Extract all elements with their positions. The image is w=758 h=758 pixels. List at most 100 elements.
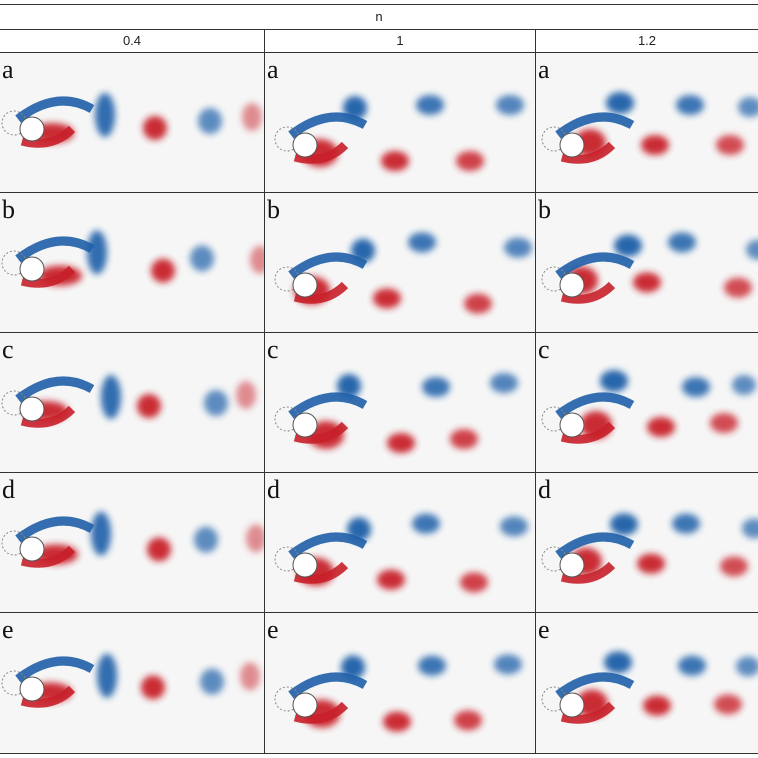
positive-vortex xyxy=(720,556,748,577)
vorticity-panel: a xyxy=(265,53,535,192)
shear-layer-upper xyxy=(288,532,368,559)
shear-layer-lower xyxy=(20,265,76,288)
cylinder xyxy=(292,552,318,578)
shear-layer-upper xyxy=(15,656,95,683)
cylinder xyxy=(292,132,318,158)
positive-vortex xyxy=(137,394,161,418)
positive-vortex xyxy=(240,662,260,691)
row-divider xyxy=(0,332,758,333)
vorticity-field xyxy=(274,95,524,171)
cylinder xyxy=(292,412,318,438)
panel-label: d xyxy=(267,475,280,504)
positive-vortex xyxy=(387,433,415,453)
positive-vortex xyxy=(236,381,256,409)
cylinder xyxy=(559,412,585,438)
vorticity-field xyxy=(541,651,758,724)
vorticity-panel: e xyxy=(265,613,535,753)
shear-layer-upper xyxy=(288,672,368,699)
row-divider xyxy=(0,192,758,193)
shear-layer-upper xyxy=(15,96,95,123)
row-divider xyxy=(0,753,758,754)
negative-vortex xyxy=(416,95,444,115)
negative-vortex xyxy=(610,513,638,536)
panel-label: e xyxy=(267,615,279,644)
positive-vortex xyxy=(724,277,752,298)
vorticity-field xyxy=(274,232,532,314)
panel-label: a xyxy=(2,55,14,84)
shear-layer-upper xyxy=(555,112,635,139)
vorticity-field xyxy=(541,513,758,584)
positive-vortex xyxy=(381,151,409,171)
vorticity-panel: b xyxy=(265,193,535,332)
positive-vortex xyxy=(637,553,665,574)
cylinder xyxy=(19,116,45,142)
panel-label: d xyxy=(538,475,551,504)
shear-layer-upper xyxy=(15,376,95,403)
vorticity-panel: d xyxy=(0,473,264,612)
panel-label: b xyxy=(267,195,280,224)
positive-vortex xyxy=(143,116,167,140)
vorticity-panel: a xyxy=(536,53,758,192)
shear-layer-lower xyxy=(560,561,616,584)
cylinder xyxy=(559,552,585,578)
shear-layer-upper xyxy=(555,252,635,279)
vorticity-panel: e xyxy=(0,613,264,753)
shear-layer-upper xyxy=(288,112,368,139)
vorticity-panel: e xyxy=(536,613,758,753)
negative-vortex xyxy=(746,239,758,260)
positive-vortex xyxy=(456,151,484,171)
negative-vortex xyxy=(204,390,228,416)
positive-vortex xyxy=(377,569,405,590)
vorticity-field xyxy=(541,370,756,444)
positive-vortex xyxy=(714,694,742,715)
vorticity-panel: c xyxy=(0,333,264,472)
vorticity-field xyxy=(274,513,528,593)
positive-vortex xyxy=(373,288,401,309)
column-header-1-2: 1.2 xyxy=(536,29,758,53)
negative-vortex xyxy=(490,373,518,393)
negative-vortex xyxy=(198,108,222,134)
positive-vortex xyxy=(643,695,671,716)
positive-vortex xyxy=(242,103,262,131)
column-divider xyxy=(264,29,265,754)
negative-vortex xyxy=(600,370,628,392)
shear-layer-lower xyxy=(560,421,616,444)
vorticity-field xyxy=(1,375,256,428)
negative-vortex xyxy=(422,377,450,397)
cylinder xyxy=(19,256,45,282)
vorticity-field xyxy=(1,230,264,288)
column-header-1: 1 xyxy=(265,29,535,53)
header-variable: n xyxy=(0,4,758,30)
negative-vortex xyxy=(500,516,528,537)
shear-layer-upper xyxy=(555,672,635,699)
shear-layer-lower xyxy=(293,141,349,164)
negative-vortex xyxy=(504,237,532,258)
negative-vortex xyxy=(676,95,704,115)
vorticity-field xyxy=(1,653,260,708)
negative-vortex xyxy=(97,653,117,698)
vorticity-panel: c xyxy=(536,333,758,472)
column-divider xyxy=(535,29,536,754)
panel-label: a xyxy=(538,55,550,84)
shear-layer-lower xyxy=(560,141,616,164)
positive-vortex xyxy=(716,135,744,155)
negative-vortex xyxy=(668,232,696,253)
shear-layer-lower xyxy=(293,281,349,304)
cylinder xyxy=(559,132,585,158)
vorticity-panel: b xyxy=(0,193,264,332)
shear-layer-lower xyxy=(20,405,76,428)
cylinder xyxy=(292,272,318,298)
negative-vortex xyxy=(337,374,361,398)
positive-vortex xyxy=(641,135,669,155)
vorticity-panel: a xyxy=(0,53,264,192)
vorticity-field xyxy=(541,232,758,304)
row-divider xyxy=(0,472,758,473)
negative-vortex xyxy=(190,245,214,272)
panel-label: d xyxy=(2,475,15,504)
negative-vortex xyxy=(672,513,700,534)
negative-vortex xyxy=(95,93,115,137)
cylinder xyxy=(292,692,318,718)
negative-vortex xyxy=(194,526,218,553)
positive-vortex xyxy=(450,429,478,449)
